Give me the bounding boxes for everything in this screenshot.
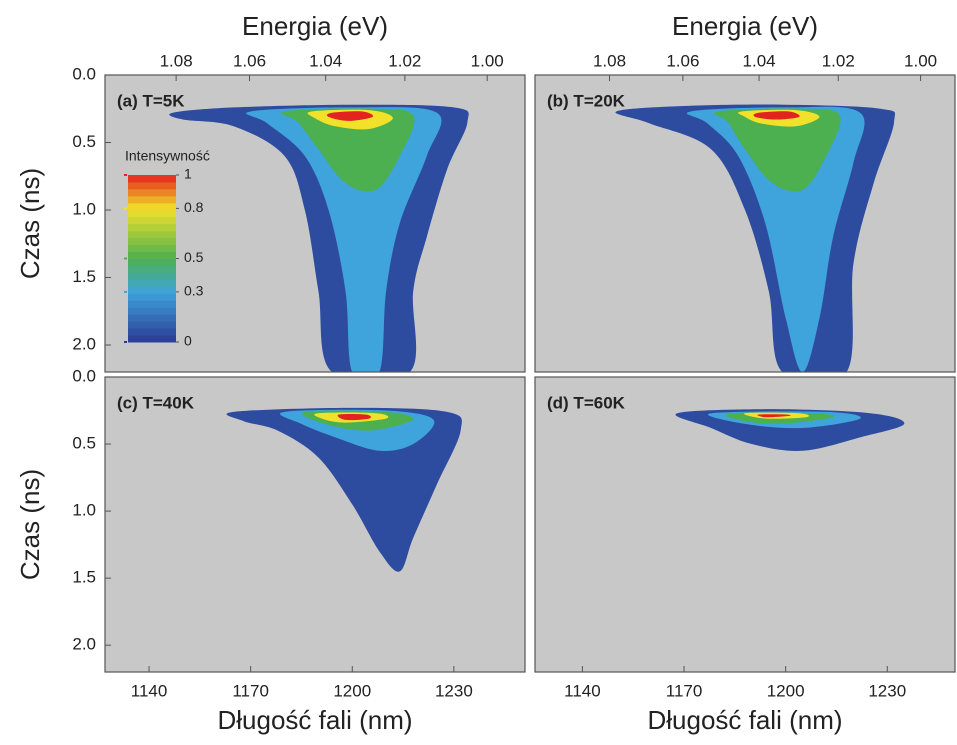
colorbar-swatch xyxy=(124,174,127,176)
heatmap xyxy=(226,407,462,572)
colorbar-swatch xyxy=(124,290,127,293)
x2-tick-label: 1.04 xyxy=(743,51,776,70)
colorbar-band xyxy=(128,300,176,308)
plot-frame xyxy=(104,74,526,373)
colorbar-swatch xyxy=(124,341,127,343)
x2-tick-label: 1.02 xyxy=(822,51,855,70)
x-tick-label: 1230 xyxy=(435,681,473,700)
colorbar-band xyxy=(128,244,176,253)
colorbar-band xyxy=(128,258,176,266)
colorbar-band xyxy=(128,223,176,232)
colorbar-band xyxy=(128,195,176,204)
colorbar-band xyxy=(128,279,176,287)
x-tick-label: 1140 xyxy=(564,681,601,700)
colorbar-band xyxy=(128,286,176,294)
plot-frame xyxy=(534,74,956,373)
colorbar-band xyxy=(128,209,176,218)
x2-tick-label: 1.06 xyxy=(233,51,266,70)
x-axis-label: Długość fali (nm) xyxy=(647,705,842,735)
intensity-region xyxy=(713,108,841,192)
colorbar-band xyxy=(128,202,176,211)
colorbar-tick-label: 0.3 xyxy=(184,283,204,299)
colorbar-band xyxy=(128,265,176,273)
y-tick-label: 2.0 xyxy=(72,334,96,353)
colorbar-band xyxy=(128,175,176,183)
heatmap xyxy=(675,409,905,451)
intensity-region xyxy=(757,414,791,418)
colorbar-label: Intensywność xyxy=(125,148,210,164)
colorbar-band xyxy=(128,188,176,197)
x2-axis-label: Energia (eV) xyxy=(242,11,388,41)
colorbar-swatch xyxy=(124,257,127,260)
intensity-region xyxy=(326,111,374,121)
x2-axis-label: Energia (eV) xyxy=(672,11,818,41)
y-tick-label: 0.0 xyxy=(72,366,96,385)
x-tick-label: 1230 xyxy=(868,681,906,700)
y-tick-label: 1.0 xyxy=(72,501,96,520)
x2-tick-label: 1.08 xyxy=(593,51,626,70)
plot-frame xyxy=(534,376,956,673)
x-tick-label: 1170 xyxy=(666,681,703,700)
colorbar-tick-label: 0.8 xyxy=(184,199,204,215)
colorbar-band xyxy=(128,216,176,225)
colorbar-tick-label: 1 xyxy=(184,166,192,182)
x-axis-label: Długość fali (nm) xyxy=(217,705,412,735)
panel-title: (d) T=60K xyxy=(547,393,626,412)
colorbar-band xyxy=(128,237,176,246)
x2-tick-label: 1.08 xyxy=(160,51,193,70)
x-tick-label: 1200 xyxy=(333,681,371,700)
x2-tick-label: 1.06 xyxy=(666,51,699,70)
x2-tick-label: 1.04 xyxy=(309,51,342,70)
panel-title: (b) T=20K xyxy=(547,91,626,110)
intensity-region xyxy=(246,107,442,372)
x-tick-label: 1200 xyxy=(767,681,805,700)
x-tick-label: 1140 xyxy=(131,681,168,700)
y-tick-label: 0.5 xyxy=(72,132,96,151)
x2-tick-label: 1.00 xyxy=(471,51,504,70)
colorbar-tick-label: 0.5 xyxy=(184,249,204,265)
y-tick-label: 2.0 xyxy=(72,635,96,654)
y-tick-label: 1.5 xyxy=(72,568,96,587)
colorbar-band xyxy=(128,328,176,336)
heatmap xyxy=(169,104,469,372)
x2-tick-label: 1.00 xyxy=(904,51,937,70)
colorbar-band xyxy=(128,272,176,280)
panel-title: (a) T=5K xyxy=(117,91,185,110)
colorbar-band xyxy=(128,181,176,190)
y-tick-label: 1.0 xyxy=(72,199,96,218)
intensity-region xyxy=(753,111,800,120)
y-axis-label: Czas (ns) xyxy=(15,168,45,279)
colorbar-swatch xyxy=(124,207,127,210)
colorbar-band xyxy=(128,307,176,315)
x-tick-label: 1170 xyxy=(232,681,269,700)
colorbar-band xyxy=(128,335,176,343)
plot-frame xyxy=(104,376,526,673)
intensity-region xyxy=(226,407,462,572)
colorbar-band xyxy=(128,251,176,259)
colorbar-band xyxy=(128,314,176,322)
panel-title: (c) T=40K xyxy=(117,393,195,412)
x2-tick-label: 1.02 xyxy=(388,51,421,70)
y-tick-label: 0.0 xyxy=(72,64,96,83)
colorbar-band xyxy=(128,230,176,239)
y-tick-label: 1.5 xyxy=(72,267,96,286)
y-tick-label: 0.5 xyxy=(72,434,96,453)
intensity-region xyxy=(337,413,371,421)
intensity-region xyxy=(280,108,415,192)
intensity-region xyxy=(686,106,865,372)
colorbar-band xyxy=(128,321,176,329)
colorbar-band xyxy=(128,293,176,301)
colorbar-tick-label: 0 xyxy=(184,333,192,349)
y-axis-label: Czas (ns) xyxy=(15,469,45,580)
heatmap xyxy=(615,104,896,372)
